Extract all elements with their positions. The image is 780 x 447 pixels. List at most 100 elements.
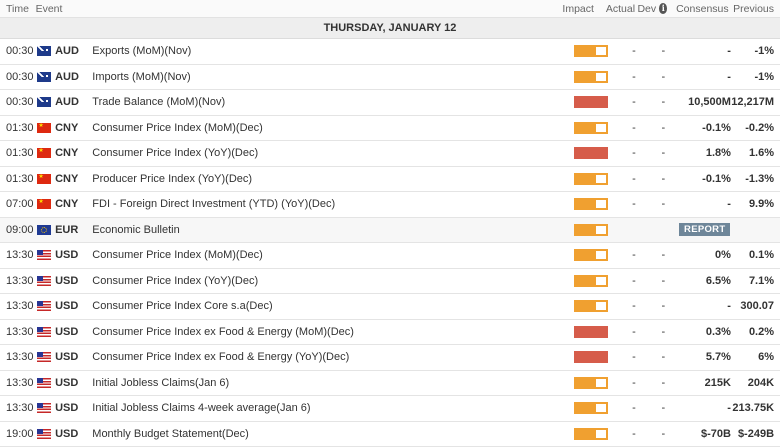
- event-time: 13:30: [0, 326, 37, 338]
- impact-medium-indicator: [574, 402, 608, 414]
- impact-high-indicator: [574, 326, 608, 338]
- event-name[interactable]: Consumer Price Index Core s.a(Dec): [92, 300, 574, 312]
- au-flag-icon: [37, 97, 51, 107]
- event-dev: -: [649, 71, 678, 83]
- au-flag-icon: [37, 72, 51, 82]
- event-consensus: $-70B: [678, 428, 731, 440]
- event-currency: EUR: [55, 224, 92, 236]
- event-consensus: -: [678, 71, 731, 83]
- impact-cell: [574, 96, 619, 108]
- header-time[interactable]: Time: [0, 3, 36, 15]
- event-name[interactable]: Initial Jobless Claims 4-week average(Ja…: [92, 402, 574, 414]
- report-button[interactable]: REPORT: [679, 223, 730, 236]
- impact-cell: [574, 71, 619, 83]
- event-dev: -: [649, 249, 678, 261]
- us-flag-icon: [37, 403, 51, 413]
- event-dev: -: [649, 275, 678, 287]
- date-heading: THURSDAY, JANUARY 12: [0, 18, 780, 39]
- event-name[interactable]: Consumer Price Index (YoY)(Dec): [92, 275, 574, 287]
- event-currency: USD: [55, 351, 92, 363]
- event-name[interactable]: Initial Jobless Claims(Jan 6): [92, 377, 574, 389]
- table-row[interactable]: 01:30CNYProducer Price Index (YoY)(Dec)-…: [0, 167, 780, 193]
- event-name[interactable]: FDI - Foreign Direct Investment (YTD) (Y…: [92, 198, 574, 210]
- event-consensus: -0.1%: [678, 122, 731, 134]
- event-consensus: 215K: [678, 377, 731, 389]
- event-dev: -: [649, 147, 678, 159]
- impact-cell: [574, 147, 619, 159]
- event-previous: -1%: [731, 45, 780, 57]
- impact-medium-indicator: [574, 300, 608, 312]
- event-time: 00:30: [0, 71, 37, 83]
- event-actual: -: [619, 428, 648, 440]
- impact-cell: [574, 173, 619, 185]
- event-time: 09:00: [0, 224, 37, 236]
- event-name[interactable]: Monthly Budget Statement(Dec): [92, 428, 574, 440]
- impact-medium-indicator: [574, 275, 608, 287]
- event-name[interactable]: Consumer Price Index (MoM)(Dec): [92, 122, 574, 134]
- event-consensus: 5.7%: [678, 351, 731, 363]
- event-name[interactable]: Consumer Price Index (YoY)(Dec): [92, 147, 574, 159]
- event-name[interactable]: Consumer Price Index ex Food & Energy (M…: [92, 326, 574, 338]
- info-icon[interactable]: i: [659, 3, 667, 14]
- event-name[interactable]: Consumer Price Index (MoM)(Dec): [92, 249, 574, 261]
- event-previous: $-249B: [731, 428, 780, 440]
- eu-flag-icon: [37, 225, 51, 235]
- event-previous: -0.2%: [731, 122, 780, 134]
- cn-flag-icon: [37, 148, 51, 158]
- event-dev: -: [649, 300, 678, 312]
- event-name[interactable]: Economic Bulletin: [92, 224, 574, 236]
- impact-cell: [574, 402, 619, 414]
- header-impact[interactable]: Impact: [562, 3, 601, 15]
- header-previous[interactable]: Previous: [729, 3, 780, 15]
- impact-cell: [574, 198, 619, 210]
- event-name[interactable]: Consumer Price Index ex Food & Energy (Y…: [92, 351, 574, 363]
- event-previous: 0.1%: [731, 249, 780, 261]
- event-currency: CNY: [55, 147, 92, 159]
- impact-medium-indicator: [574, 122, 608, 134]
- event-currency: CNY: [55, 198, 92, 210]
- header-event[interactable]: Event: [36, 3, 563, 15]
- event-name[interactable]: Trade Balance (MoM)(Nov): [92, 96, 574, 108]
- table-row[interactable]: 07:00CNYFDI - Foreign Direct Investment …: [0, 192, 780, 218]
- event-currency: USD: [55, 249, 92, 261]
- event-previous: 6%: [731, 351, 780, 363]
- header-consensus[interactable]: Consensus: [667, 3, 728, 15]
- event-name[interactable]: Exports (MoM)(Nov): [92, 45, 574, 57]
- event-consensus: 0%: [678, 249, 731, 261]
- impact-cell: [574, 122, 619, 134]
- event-consensus: -: [678, 402, 731, 414]
- header-actual[interactable]: Actual: [602, 3, 638, 15]
- event-actual: -: [619, 249, 648, 261]
- header-dev-label: Dev: [637, 3, 656, 15]
- event-previous: 12,217M: [731, 96, 780, 108]
- event-actual: -: [619, 351, 648, 363]
- event-previous: 213.75K: [731, 402, 780, 414]
- table-row[interactable]: 01:30CNYConsumer Price Index (MoM)(Dec)-…: [0, 116, 780, 142]
- us-flag-icon: [37, 276, 51, 286]
- event-actual: -: [619, 122, 648, 134]
- event-currency: AUD: [55, 96, 92, 108]
- event-actual: -: [619, 45, 648, 57]
- event-previous: 9.9%: [731, 198, 780, 210]
- table-row[interactable]: 01:30CNYConsumer Price Index (YoY)(Dec)-…: [0, 141, 780, 167]
- event-previous: 0.2%: [731, 326, 780, 338]
- event-name[interactable]: Producer Price Index (YoY)(Dec): [92, 173, 574, 185]
- impact-medium-indicator: [574, 198, 608, 210]
- header-dev[interactable]: Dev i: [637, 3, 667, 15]
- event-name[interactable]: Imports (MoM)(Nov): [92, 71, 574, 83]
- impact-cell: [574, 326, 619, 338]
